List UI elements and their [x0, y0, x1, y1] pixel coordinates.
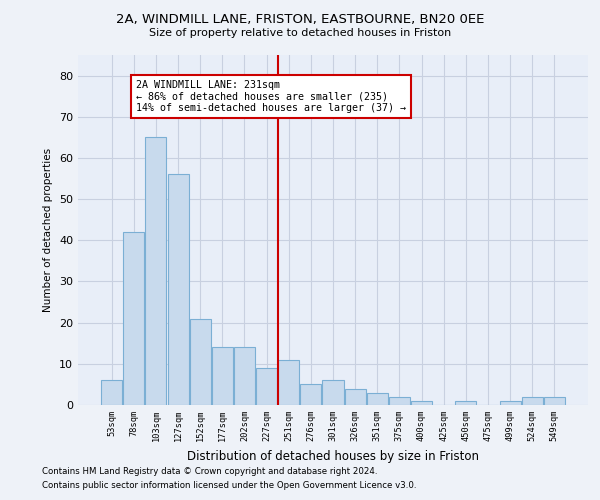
- Bar: [544, 397, 565, 405]
- Bar: [212, 348, 233, 405]
- Text: 2A, WINDMILL LANE, FRISTON, EASTBOURNE, BN20 0EE: 2A, WINDMILL LANE, FRISTON, EASTBOURNE, …: [116, 12, 484, 26]
- Y-axis label: Number of detached properties: Number of detached properties: [43, 148, 53, 312]
- Bar: [124, 232, 145, 405]
- Bar: [190, 318, 211, 405]
- Bar: [101, 380, 122, 405]
- Bar: [322, 380, 344, 405]
- Bar: [234, 348, 255, 405]
- Bar: [389, 397, 410, 405]
- Bar: [367, 392, 388, 405]
- Bar: [256, 368, 277, 405]
- Bar: [145, 138, 166, 405]
- Bar: [455, 401, 476, 405]
- Bar: [278, 360, 299, 405]
- Text: 2A WINDMILL LANE: 231sqm
← 86% of detached houses are smaller (235)
14% of semi-: 2A WINDMILL LANE: 231sqm ← 86% of detach…: [136, 80, 406, 113]
- Bar: [500, 401, 521, 405]
- Bar: [344, 388, 365, 405]
- Text: Size of property relative to detached houses in Friston: Size of property relative to detached ho…: [149, 28, 451, 38]
- Bar: [411, 401, 432, 405]
- Bar: [167, 174, 188, 405]
- Bar: [521, 397, 542, 405]
- Text: Contains public sector information licensed under the Open Government Licence v3: Contains public sector information licen…: [42, 481, 416, 490]
- X-axis label: Distribution of detached houses by size in Friston: Distribution of detached houses by size …: [187, 450, 479, 462]
- Text: Contains HM Land Registry data © Crown copyright and database right 2024.: Contains HM Land Registry data © Crown c…: [42, 467, 377, 476]
- Bar: [301, 384, 322, 405]
